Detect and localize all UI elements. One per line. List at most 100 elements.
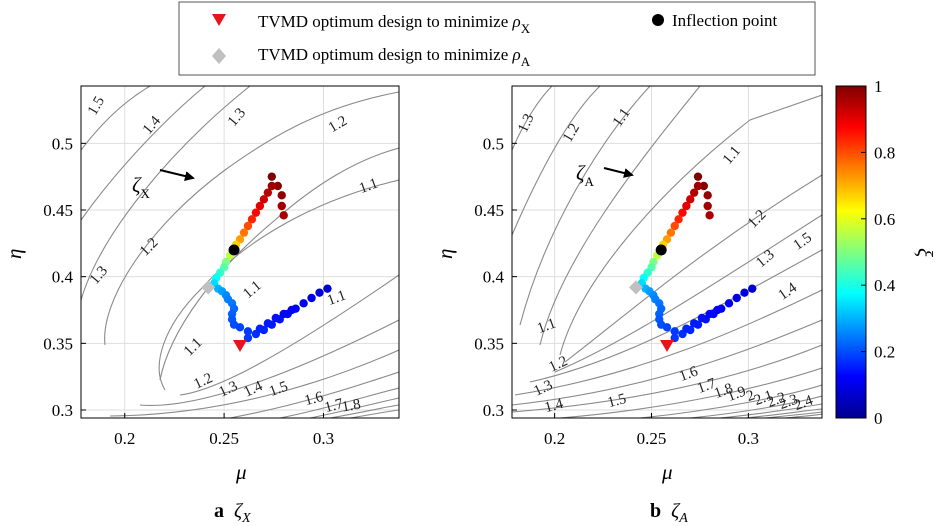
contour-line [104, 91, 399, 346]
trajectory-point [697, 313, 707, 323]
y-tick-label: 0.35 [474, 334, 504, 353]
trajectory-point [666, 228, 676, 237]
contour-line [512, 344, 822, 413]
x-tick-label: 0.25 [637, 429, 667, 448]
trajectory-point [682, 201, 691, 211]
y-tick-label: 0.3 [483, 401, 504, 420]
contours-a [81, 86, 399, 418]
contour-line [139, 319, 399, 406]
colorbar-tick-label: 0.8 [874, 143, 895, 162]
contour-line [764, 411, 822, 418]
trajectory-point [239, 228, 249, 237]
gray-diamond-marker-icon [212, 48, 226, 64]
trajectory-point [271, 313, 280, 323]
plot-frame-b [511, 85, 823, 419]
trajectory-point [689, 319, 699, 328]
contour-line [349, 409, 399, 418]
contour-label: 2.1 [752, 388, 775, 409]
legend-sym-rho-x: ρ [512, 12, 521, 31]
trajectory-point [748, 284, 757, 293]
contour-label: 1.3 [531, 377, 555, 399]
trajectory-point [662, 323, 672, 332]
trajectory-point [323, 284, 332, 293]
legend-sub-rho-a: A [521, 54, 531, 69]
annot-sym-a: ζ [132, 173, 142, 197]
trajectory-point [259, 195, 269, 204]
caption-letter-a: a [214, 500, 224, 522]
contour-line [559, 367, 822, 418]
svg-text:bζA: b ζA [650, 500, 688, 526]
contour-label: 1.2 [546, 353, 570, 375]
contour-label: 1.1 [357, 176, 380, 197]
contour-line [512, 86, 601, 236]
trajectory-point [251, 208, 261, 217]
annotation-zeta-a: ζA [576, 161, 634, 189]
trajectory-point [267, 172, 276, 181]
contour-label: 1.4 [543, 396, 566, 416]
trajectory-point [279, 309, 288, 319]
contour-line [564, 174, 822, 363]
trajectory-point [263, 188, 273, 197]
trajectory-point [682, 324, 691, 333]
legend-box [178, 1, 816, 76]
contour-label: 1.5 [267, 379, 290, 400]
y-tick-label: 0.3 [52, 401, 73, 420]
contour-label: 1.1 [325, 288, 348, 309]
caption-letter-b: b [650, 500, 661, 522]
legend-label-inflection: Inflection point [672, 11, 778, 30]
contour-line [279, 387, 399, 418]
trajectory-point [740, 288, 749, 297]
contour-label: 1.4 [241, 378, 265, 401]
annot-sub-b: A [585, 174, 595, 189]
y-tick-label: 0.45 [43, 201, 73, 220]
trajectory-point [263, 319, 273, 328]
y-tick-label: 0.5 [483, 134, 504, 153]
trajectory-point [255, 201, 265, 211]
caption-sub-b: A [678, 511, 688, 526]
legend-sub-rho-x: X [521, 21, 531, 36]
colorbar-label: ξ [913, 248, 937, 257]
x-axis-label-b: μ [661, 460, 673, 484]
contour-line [159, 147, 399, 381]
black-dot-marker-icon [652, 14, 664, 26]
plot-frame-a [80, 85, 400, 419]
x-tick-label: 0.3 [313, 429, 334, 448]
markers-a [201, 244, 247, 352]
legend: TVMD optimum design to minimize ρX TVMD … [178, 1, 816, 76]
x-tick-label: 0.2 [544, 429, 565, 448]
optimum-rho-x-marker [660, 340, 674, 352]
trajectory-point [713, 305, 722, 315]
contours-b [512, 86, 822, 418]
colorbar-ticks: 0 0.2 0.4 0.6 0.8 1 [861, 77, 896, 428]
contour-line [81, 86, 151, 151]
contour-label: 2.4 [792, 392, 816, 414]
trajectory-point [674, 215, 683, 224]
trajectory-point [255, 324, 265, 333]
y-tick-label: 0.5 [52, 134, 73, 153]
legend-item-rho-x: TVMD optimum design to minimize ρX [212, 12, 531, 36]
contour-label: 1.8 [341, 397, 362, 416]
trajectory-point [273, 181, 282, 191]
trajectory-point [670, 221, 679, 231]
colorbar-tick-label: 0.4 [874, 276, 896, 295]
ticks-a: 0.2 0.25 0.3 0.3 0.35 0.4 0.45 0.5 [43, 134, 334, 448]
contour-label: 1.2 [191, 370, 215, 392]
y-axis-label-b: η [433, 249, 457, 259]
y-tick-label: 0.4 [52, 268, 74, 287]
svg-text:aζX: a ζX [214, 500, 251, 526]
contour-label: 1.9 [725, 384, 748, 405]
colorbar-tick-label: 1 [874, 77, 883, 96]
caption-sym-a: ζ [234, 500, 244, 522]
contour-label: 1.7 [323, 396, 346, 416]
contour-line [309, 397, 399, 418]
plot-area-b [512, 86, 822, 418]
annotation-zeta-x: ζX [132, 169, 195, 201]
y-tick-label: 0.4 [483, 268, 505, 287]
optimum-rho-x-marker [233, 340, 247, 352]
trajectory-point [307, 293, 316, 303]
contour-line [81, 86, 206, 221]
contour-line [81, 86, 251, 301]
contour-line [719, 403, 822, 418]
colorbar-tick-label: 0 [874, 409, 883, 428]
legend-item-rho-a: TVMD optimum design to minimize ρA [212, 45, 531, 69]
